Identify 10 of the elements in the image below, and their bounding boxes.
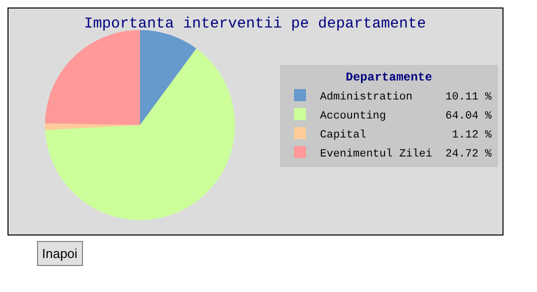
- pie-slice: [140, 30, 196, 125]
- legend-label: Capital 1.12 %: [320, 129, 492, 142]
- pie-slice: [45, 30, 140, 125]
- text: Inapoi: [42, 246, 78, 261]
- legend-title: Departamente: [346, 70, 432, 85]
- legend-label: Evenimentul Zilei 24.72 %: [320, 148, 492, 160]
- legend-label: Accounting 64.04 %: [320, 110, 492, 122]
- legend-label: Administration 10.11 %: [320, 91, 492, 104]
- pie-slice: [45, 48, 235, 220]
- chart-title: Importanta interventii pe departamente: [84, 15, 426, 32]
